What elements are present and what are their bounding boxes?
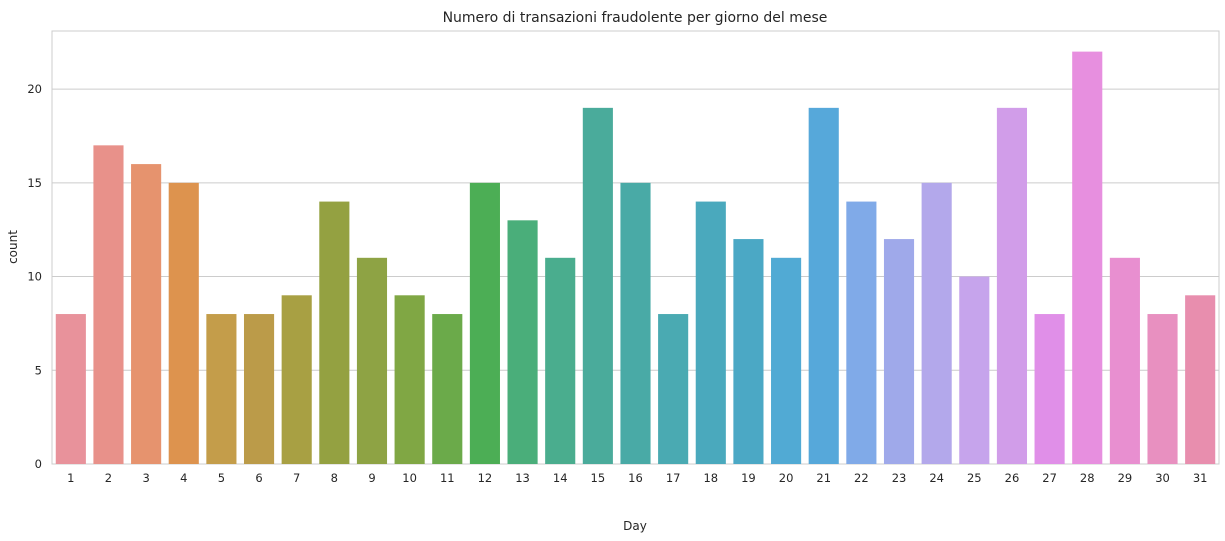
bar-day-29	[1109, 257, 1140, 464]
bar-day-23	[883, 239, 915, 464]
bar-day-20	[771, 257, 802, 464]
x-tick-label: 1	[67, 471, 74, 485]
y-tick-label: 15	[27, 176, 42, 190]
bar-day-3	[131, 164, 162, 464]
x-axis-label: Day	[623, 519, 647, 533]
bar-day-18	[695, 201, 726, 465]
x-tick-label: 19	[741, 471, 756, 485]
x-tick-label: 9	[368, 471, 375, 485]
x-tick-label: 6	[255, 471, 262, 485]
y-tick-label: 5	[35, 363, 42, 377]
x-tick-label: 10	[402, 471, 417, 485]
y-tick-label: 20	[27, 82, 42, 96]
bar-day-27	[1034, 314, 1065, 464]
x-tick-label: 11	[440, 471, 455, 485]
y-tick-labels: 0 5 10 15 20	[27, 82, 42, 471]
bar-day-4	[168, 182, 199, 464]
bar-day-16	[620, 182, 651, 464]
x-tick-label: 28	[1080, 471, 1095, 485]
bar-day-8	[319, 201, 350, 465]
bar-day-7	[281, 295, 312, 464]
x-tick-label: 12	[478, 471, 493, 485]
bar-day-17	[658, 314, 689, 464]
x-tick-label: 5	[218, 471, 225, 485]
y-tick-label: 10	[27, 270, 42, 284]
bar-day-2	[93, 145, 124, 465]
x-tick-label: 14	[553, 471, 568, 485]
x-tick-label: 20	[779, 471, 794, 485]
x-tick-label: 29	[1118, 471, 1133, 485]
x-tick-label: 27	[1042, 471, 1057, 485]
y-tick-label: 0	[35, 457, 42, 471]
bar-day-25	[959, 276, 990, 464]
bar-day-30	[1147, 314, 1178, 464]
bar-day-12	[469, 182, 500, 464]
x-tick-label: 2	[105, 471, 112, 485]
x-tick-label: 16	[628, 471, 643, 485]
chart-title: Numero di transazioni fraudolente per gi…	[443, 10, 828, 26]
bar-day-26	[996, 107, 1028, 464]
x-tick-label: 15	[591, 471, 606, 485]
bar-day-1	[55, 314, 86, 464]
x-tick-label: 4	[180, 471, 187, 485]
x-tick-label: 25	[967, 471, 982, 485]
x-tick-label: 18	[703, 471, 718, 485]
x-tick-label: 21	[816, 471, 831, 485]
bar-day-31	[1185, 295, 1216, 464]
bar-day-6	[243, 314, 275, 464]
bars	[55, 51, 1216, 465]
bar-day-28	[1072, 51, 1103, 464]
x-tick-label: 30	[1155, 471, 1170, 485]
x-tick-label: 22	[854, 471, 869, 485]
x-tick-label: 26	[1005, 471, 1020, 485]
bar-day-21	[808, 107, 839, 464]
x-tick-label: 24	[929, 471, 944, 485]
x-tick-label: 31	[1193, 471, 1208, 485]
x-tick-label: 8	[331, 471, 338, 485]
bar-day-22	[846, 201, 877, 465]
bar-day-24	[921, 182, 952, 464]
x-tick-labels: 1 2 3 4 5 6 7 8 9 10 11 12 13 14 15 16 17 18 19 20 21 22 23 24 2…	[67, 471, 1207, 485]
x-tick-label: 3	[142, 471, 149, 485]
bar-day-15	[582, 107, 613, 464]
x-tick-label: 23	[892, 471, 907, 485]
y-axis-label: count	[6, 230, 20, 264]
bar-day-10	[394, 295, 425, 464]
bar-day-11	[432, 314, 463, 464]
bar-day-19	[733, 239, 764, 464]
bar-day-13	[507, 220, 538, 464]
bar-day-14	[545, 257, 576, 464]
x-tick-label: 7	[293, 471, 300, 485]
x-tick-label: 17	[666, 471, 681, 485]
bar-day-9	[356, 257, 388, 464]
bar-day-5	[206, 314, 237, 464]
x-tick-label: 13	[515, 471, 530, 485]
